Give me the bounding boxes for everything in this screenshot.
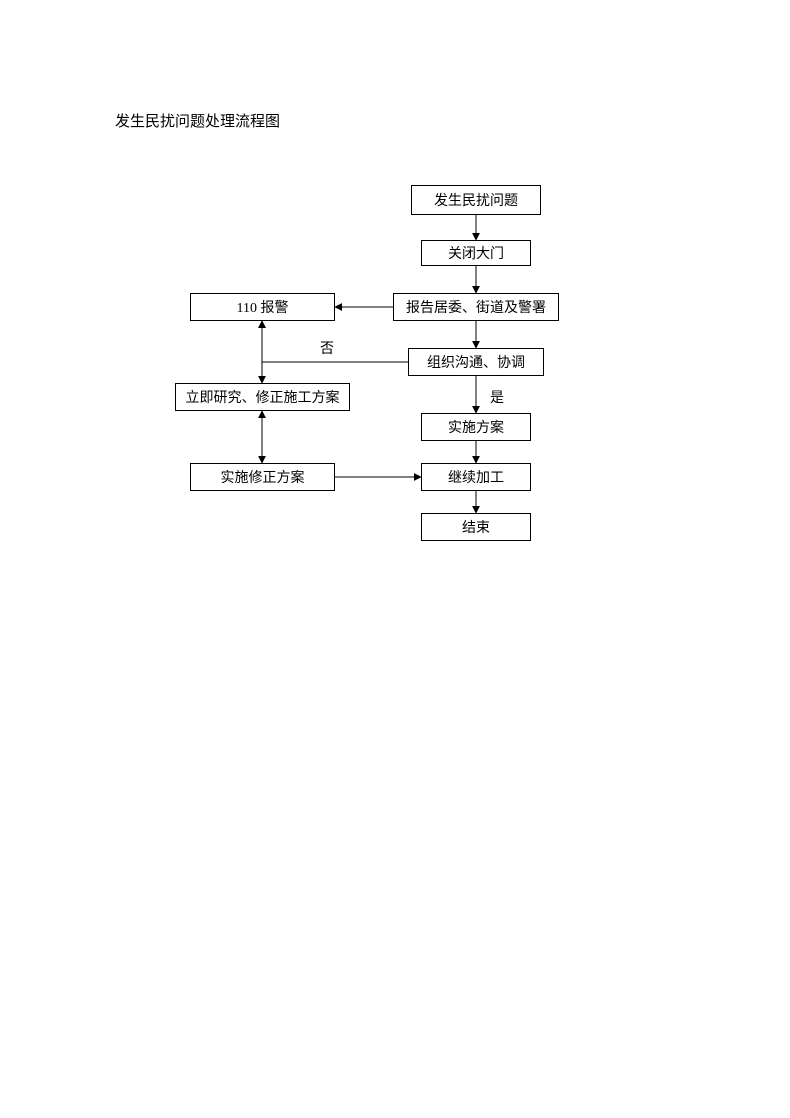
flow-node-n9: 立即研究、修正施工方案 <box>175 383 350 411</box>
flow-node-n8: 110 报警 <box>190 293 335 321</box>
edge-label-1: 是 <box>490 387 504 407</box>
flow-node-n1: 发生民扰问题 <box>411 185 541 215</box>
flow-node-n6: 继续加工 <box>421 463 531 491</box>
edge-n4-n8 <box>262 321 408 362</box>
flow-node-n7: 结束 <box>421 513 531 541</box>
flow-node-n4: 组织沟通、协调 <box>408 348 544 376</box>
edge-label-0: 否 <box>320 338 334 358</box>
page-title: 发生民扰问题处理流程图 <box>115 110 280 131</box>
flow-node-n3: 报告居委、街道及警署 <box>393 293 559 321</box>
edges-layer <box>0 0 790 1118</box>
flow-node-n10: 实施修正方案 <box>190 463 335 491</box>
page: 发生民扰问题处理流程图 发生民扰问题关闭大门报告居委、街道及警署组织沟通、协调实… <box>0 0 790 1118</box>
flow-node-n5: 实施方案 <box>421 413 531 441</box>
flow-node-n2: 关闭大门 <box>421 240 531 266</box>
